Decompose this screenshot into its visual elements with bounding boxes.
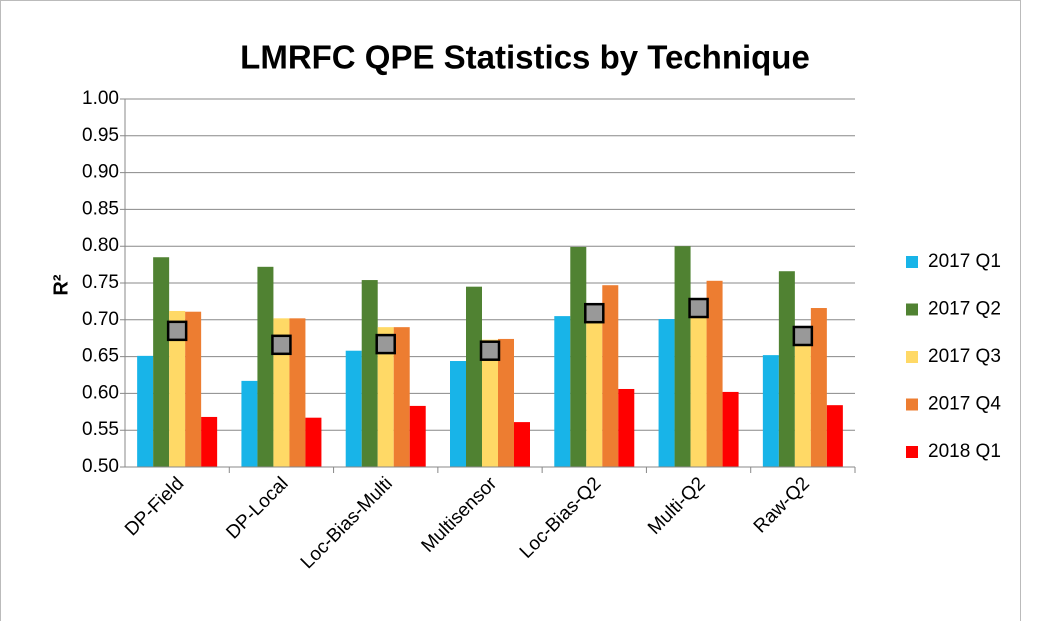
bar (586, 312, 603, 467)
marker (271, 334, 292, 356)
y-tick-label: 1.00 (82, 88, 119, 109)
bar (794, 334, 811, 467)
legend-label: 2018 Q1 (928, 441, 1001, 462)
bar (273, 318, 290, 467)
bar (450, 361, 466, 467)
bar (305, 417, 322, 467)
bar (377, 327, 394, 467)
bar (241, 380, 258, 467)
y-tick-label: 0.60 (82, 382, 119, 403)
bar (778, 271, 795, 467)
legend-label: 2017 Q1 (928, 251, 1001, 272)
bar (514, 422, 530, 467)
bar (466, 286, 482, 467)
y-tick-label: 0.90 (82, 162, 119, 183)
bar (690, 312, 707, 467)
bar (393, 327, 410, 467)
chart-title: LMRFC QPE Statistics by Technique (240, 39, 810, 76)
legend-swatch (906, 446, 918, 458)
y-tick-label: 0.55 (82, 419, 119, 440)
y-axis-label: R² (50, 274, 72, 295)
bar (762, 355, 779, 467)
legend-label: 2017 Q2 (928, 299, 1001, 320)
y-tick-label: 0.85 (82, 198, 119, 219)
bar (722, 391, 739, 467)
y-tick-label: 0.50 (82, 456, 119, 477)
legend-label: 2017 Q3 (928, 346, 1001, 367)
bar (361, 280, 378, 467)
marker (479, 340, 501, 361)
y-tick-label: 0.95 (82, 125, 119, 146)
bar (169, 310, 186, 467)
bar (289, 318, 306, 467)
marker (166, 320, 188, 342)
bar (570, 246, 587, 467)
bar (185, 311, 202, 467)
bar (658, 319, 675, 467)
legend-swatch (906, 398, 918, 411)
y-tick-label: 0.65 (82, 346, 119, 367)
bar (826, 405, 843, 467)
legend-swatch (906, 303, 918, 316)
legend-label: 2017 Q4 (928, 394, 1001, 415)
bar (674, 246, 691, 467)
bar (345, 350, 362, 467)
legend-swatch (906, 256, 918, 268)
bar (257, 266, 274, 467)
marker (584, 302, 605, 324)
bar (706, 280, 723, 467)
bar (201, 416, 218, 467)
bar (810, 308, 827, 467)
marker (688, 297, 709, 319)
y-tick-label: 0.70 (82, 309, 119, 330)
legend-swatch (906, 351, 918, 363)
bar (618, 388, 635, 467)
bar (554, 316, 571, 467)
marker (792, 325, 814, 347)
marker (375, 333, 396, 355)
bar (498, 338, 514, 467)
bar (137, 355, 154, 467)
bar (482, 339, 498, 467)
bar (153, 257, 170, 467)
y-tick-label: 0.75 (82, 272, 119, 293)
y-tick-label: 0.80 (82, 235, 119, 256)
bar (602, 285, 619, 467)
bar (409, 405, 426, 467)
